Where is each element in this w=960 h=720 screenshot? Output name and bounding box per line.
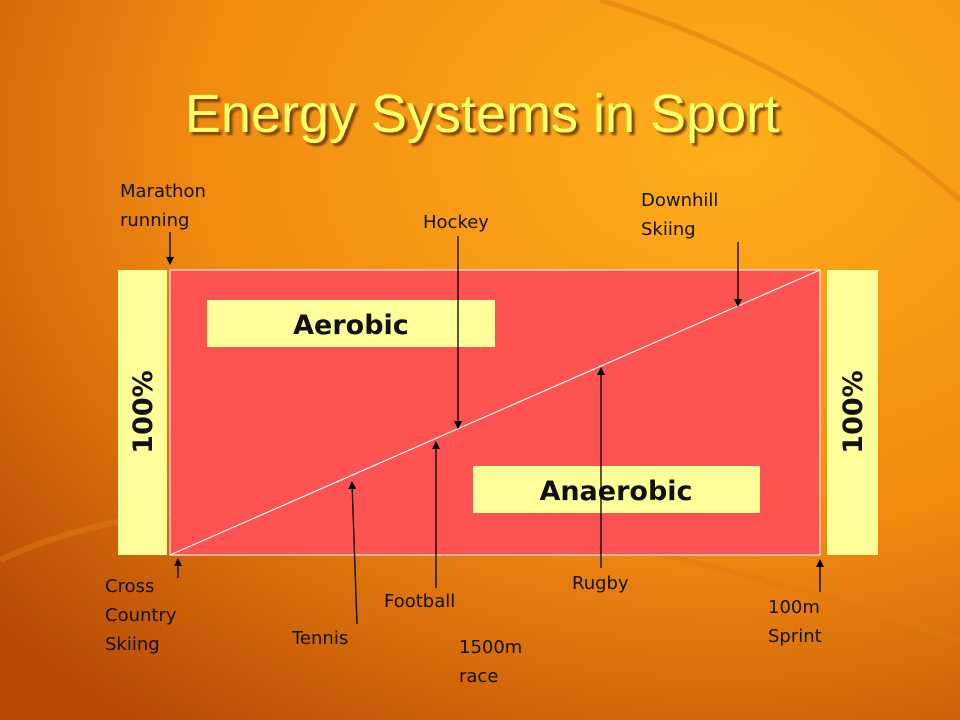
sport-label: running bbox=[120, 210, 189, 231]
sport-labels: Marathon running Hockey Downhill Skiing Cross… bbox=[105, 181, 822, 687]
diagonal bbox=[169, 269, 821, 556]
title: Energy Systems in Sport bbox=[185, 84, 779, 144]
sport-label: 1500m bbox=[459, 637, 522, 658]
aerobic-box bbox=[207, 300, 495, 347]
sport-label: Skiing bbox=[641, 219, 696, 240]
left-bar-label: 100% bbox=[128, 370, 159, 453]
sport-label: Tennis bbox=[291, 628, 348, 649]
sport-label: race bbox=[459, 666, 498, 687]
sport-label: Skiing bbox=[105, 634, 160, 655]
sport-label: 100m bbox=[768, 597, 820, 618]
sport-label: Sprint bbox=[768, 626, 822, 647]
anaerobic-label: Anaerobic bbox=[539, 476, 692, 507]
arrow bbox=[348, 481, 358, 625]
decor bbox=[599, 0, 960, 202]
sport-label: Hockey bbox=[423, 212, 489, 233]
aerobic-label: Aerobic bbox=[293, 310, 409, 341]
right-bar-label: 100% bbox=[838, 370, 869, 453]
sport-label: Downhill bbox=[641, 190, 718, 211]
sport-label: Football bbox=[384, 591, 455, 612]
left-bar bbox=[118, 270, 167, 555]
sport-label: Cross bbox=[105, 576, 154, 597]
anaerobic-box bbox=[473, 466, 760, 513]
sport-label: Rugby bbox=[572, 573, 629, 594]
sport-label: Country bbox=[105, 605, 177, 626]
sport-label: Marathon bbox=[120, 181, 206, 202]
right-bar bbox=[827, 270, 878, 555]
